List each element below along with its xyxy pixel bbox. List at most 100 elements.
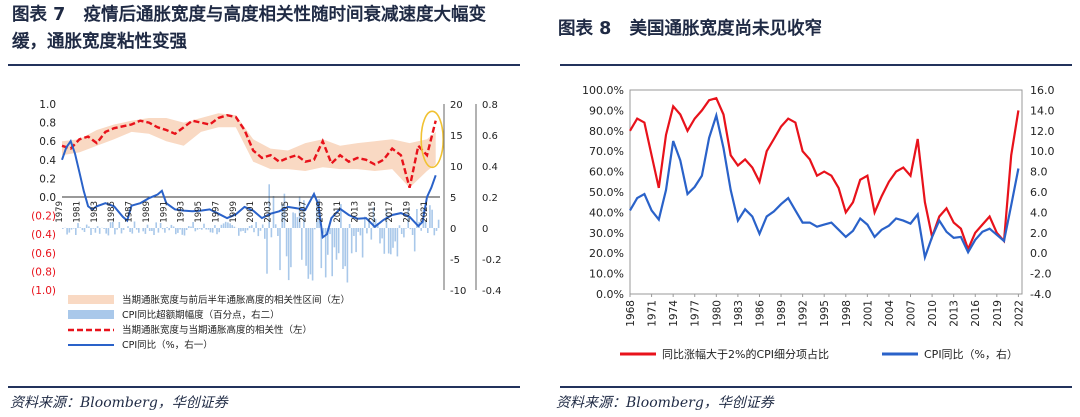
excess-cpi-bar — [305, 228, 307, 266]
excess-cpi-bar — [177, 228, 179, 233]
excess-cpi-bar — [148, 228, 151, 231]
excess-cpi-bar — [214, 225, 216, 228]
x-axis-tick-label: 1989 — [776, 300, 788, 327]
legend-label-band: 当期通胀宽度与前后半年通胀高度的相关性区间（左） — [122, 294, 350, 306]
x-axis-tick-label: 1995 — [819, 300, 831, 327]
left-axis-tick-label: 0.0% — [596, 288, 624, 301]
excess-cpi-bar — [92, 228, 94, 229]
x-axis-tick-label: 1998 — [841, 300, 853, 327]
left-axis-tick-label: 90.0% — [589, 104, 624, 117]
excess-cpi-bar — [81, 228, 84, 231]
x-axis-tick-label: 1983 — [733, 300, 745, 327]
left-source: 资料来源：Bloomberg，华创证券 — [10, 395, 228, 411]
excess-cpi-bar — [105, 228, 107, 234]
excess-cpi-bar — [264, 228, 266, 239]
excess-cpi-bar — [79, 227, 81, 228]
excess-cpi-bar — [103, 228, 105, 229]
excess-cpi-bar — [340, 204, 342, 228]
excess-cpi-bar — [411, 228, 414, 235]
excess-cpi-bar — [209, 228, 212, 233]
x-axis-tick-label: 1991 — [159, 201, 169, 223]
right-axis-2-tick-label: 0.4 — [482, 162, 498, 173]
x-axis-tick-label: 2009 — [316, 201, 326, 223]
excess-cpi-bar — [396, 228, 399, 257]
excess-cpi-bar — [229, 223, 231, 228]
excess-cpi-bar — [346, 228, 349, 283]
excess-cpi-bar — [251, 225, 253, 228]
excess-cpi-bar — [257, 228, 260, 237]
excess-cpi-bar — [135, 228, 138, 230]
right-axis-2-tick-label: 0.2 — [482, 193, 498, 204]
share-above-2pct-line — [629, 96, 1020, 253]
excess-cpi-bar — [66, 228, 68, 235]
excess-cpi-bar — [109, 222, 112, 228]
excess-cpi-bar — [398, 225, 401, 228]
excess-cpi-bar — [168, 228, 170, 231]
excess-cpi-bar — [277, 228, 279, 236]
excess-cpi-bar — [144, 228, 147, 234]
excess-cpi-bar — [68, 228, 71, 233]
excess-cpi-bar — [122, 228, 125, 230]
left-axis-tick-label: 30.0% — [589, 227, 624, 240]
right-axis-tick-label: -2.0 — [1030, 268, 1051, 281]
excess-cpi-bar — [327, 228, 329, 255]
right-chart-title: 图表 8 美国通胀宽度尚未见收窄 — [558, 19, 823, 39]
excess-cpi-bar — [170, 224, 173, 228]
x-axis-tick-label: 2015 — [368, 201, 378, 223]
excess-cpi-bar — [244, 228, 247, 233]
excess-cpi-bar — [424, 221, 427, 228]
right-axis-2-tick-label: 0 — [482, 224, 488, 235]
excess-cpi-bar — [357, 228, 359, 232]
excess-cpi-bar — [70, 228, 73, 230]
highlight-ellipse — [420, 110, 444, 169]
excess-cpi-bar — [129, 228, 131, 232]
excess-cpi-bar — [96, 226, 99, 228]
excess-cpi-bar — [227, 222, 229, 228]
x-axis-tick-label: 1995 — [194, 201, 204, 223]
excess-cpi-bar — [413, 228, 416, 252]
excess-cpi-bar — [261, 224, 264, 228]
legend-label-bar: CPI同比超额期幅度（百分点，右二） — [122, 309, 280, 321]
excess-cpi-bar — [294, 213, 296, 228]
left-axis-tick-label: (1.0) — [31, 285, 56, 297]
right-source: 资料来源：Bloomberg，华创证券 — [556, 395, 774, 411]
left-source-rule — [8, 386, 520, 388]
excess-cpi-bar — [120, 228, 123, 234]
left-axis-tick-label: (0.4) — [31, 229, 56, 241]
x-axis-tick-label: 2003 — [264, 201, 274, 223]
right-axis-1-tick-label: -10 — [450, 286, 466, 297]
excess-cpi-bar — [192, 222, 194, 228]
excess-cpi-bar — [222, 223, 225, 228]
excess-cpi-bar — [283, 193, 286, 228]
excess-cpi-bar — [224, 221, 227, 228]
excess-cpi-bar — [216, 228, 218, 235]
excess-cpi-bar — [368, 217, 370, 228]
excess-cpi-bar — [161, 228, 164, 230]
excess-cpi-bar — [159, 223, 162, 228]
excess-cpi-bar — [196, 228, 199, 230]
excess-cpi-bar — [255, 222, 257, 228]
excess-cpi-bar — [157, 228, 160, 233]
excess-cpi-bar — [142, 228, 144, 232]
x-axis-tick-label: 1977 — [690, 300, 702, 327]
excess-cpi-bar — [333, 228, 336, 248]
left-chart-panel: 图表 7 疫情后通胀宽度与高度相关性随时间衰减速度大幅变缓，通胀宽度粘性变强 1… — [0, 0, 528, 417]
excess-cpi-bar — [344, 228, 346, 267]
excess-cpi-bar — [383, 228, 386, 254]
excess-cpi-bar — [248, 226, 251, 228]
excess-cpi-bar — [153, 228, 155, 235]
excess-cpi-bar — [183, 228, 186, 236]
x-axis-tick-label: 2021 — [420, 201, 430, 223]
correlation-range-band — [62, 113, 436, 188]
x-axis-tick-label: 2007 — [906, 300, 918, 327]
left-axis-tick-label: 0.2 — [39, 173, 56, 185]
excess-cpi-bar — [335, 228, 338, 260]
left-axis-tick-label: 70.0% — [589, 145, 624, 158]
left-axis-tick-label: 0.0 — [39, 192, 56, 204]
excess-cpi-bar — [427, 228, 429, 233]
excess-cpi-bar — [85, 224, 88, 228]
x-axis-tick-label: 2010 — [927, 300, 939, 327]
excess-cpi-bar — [331, 228, 333, 277]
cpi-yoy-line — [61, 139, 437, 240]
x-axis-tick-label: 1992 — [798, 300, 810, 327]
